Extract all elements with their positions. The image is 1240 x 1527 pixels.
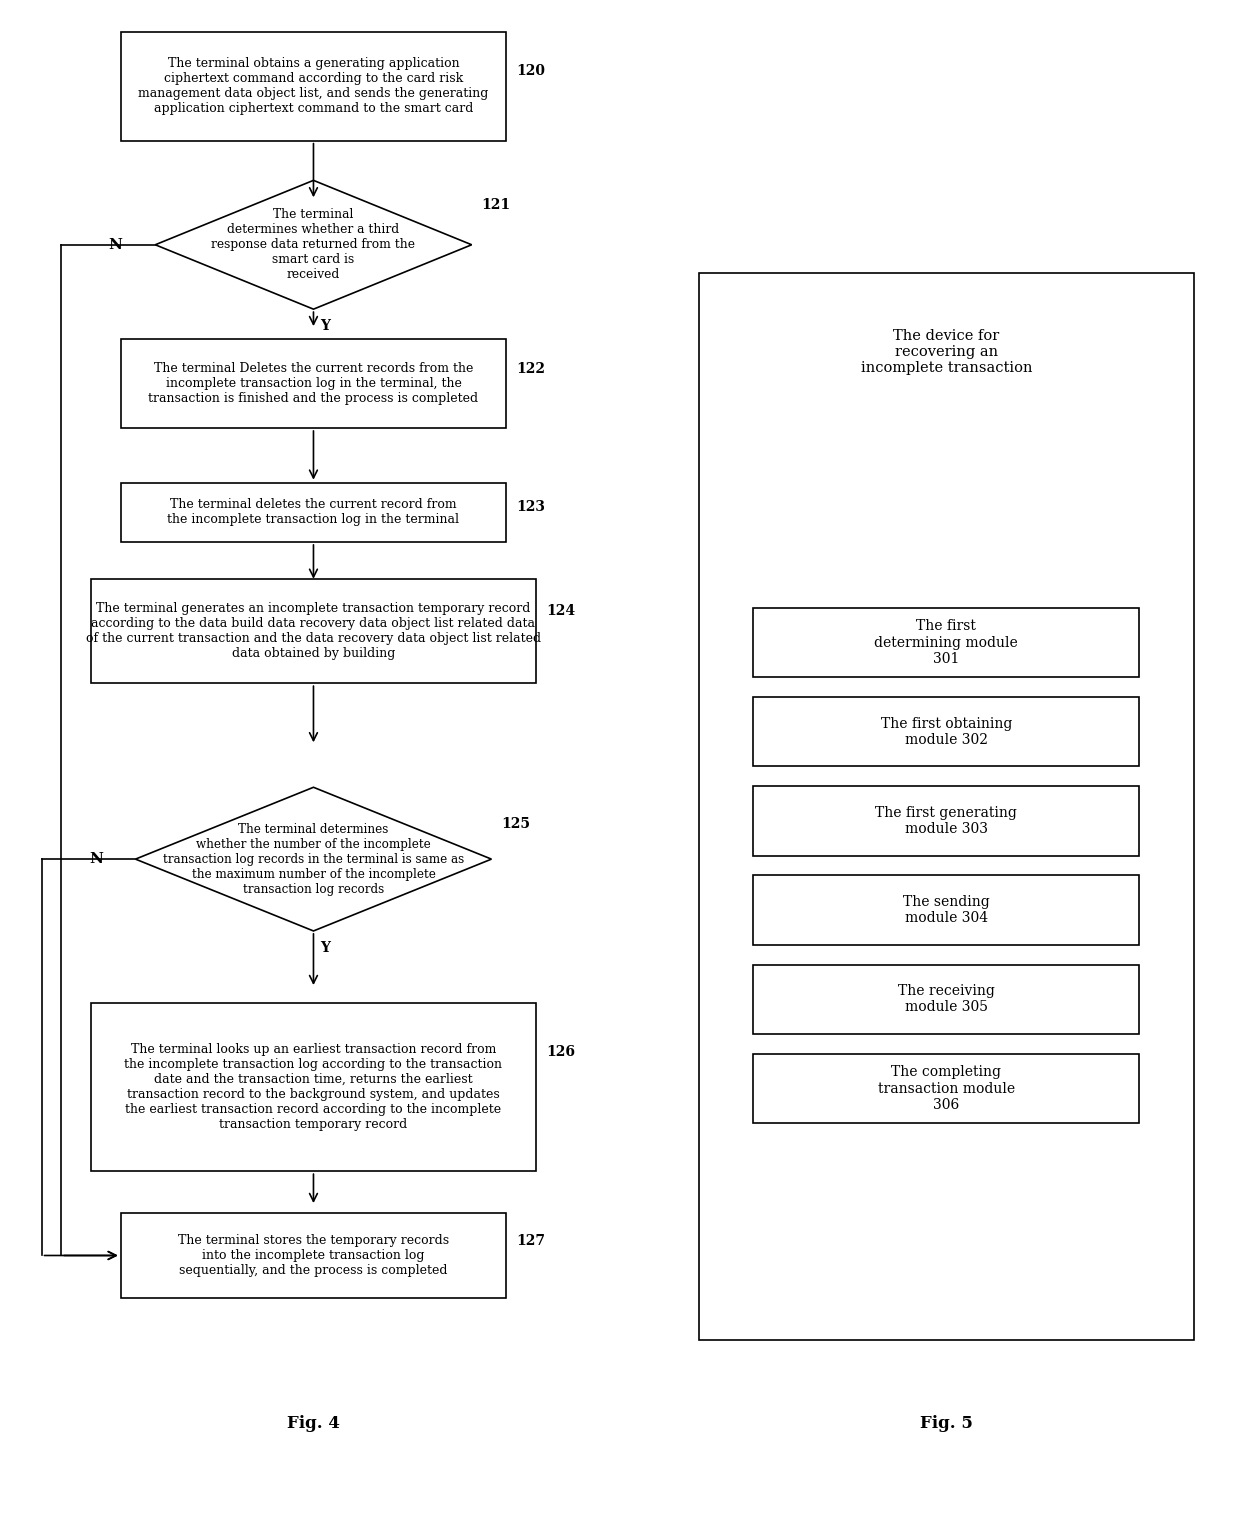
Bar xyxy=(120,32,506,140)
Polygon shape xyxy=(155,180,471,308)
Text: 125: 125 xyxy=(501,817,531,831)
Bar xyxy=(699,272,1194,1339)
Text: N: N xyxy=(89,852,103,866)
Bar xyxy=(754,875,1140,945)
Text: The completing
transaction module
306: The completing transaction module 306 xyxy=(878,1066,1014,1112)
Text: The terminal determines
whether the number of the incomplete
transaction log rec: The terminal determines whether the numb… xyxy=(162,823,464,896)
Text: 123: 123 xyxy=(516,501,546,515)
Text: The terminal
determines whether a third
response data returned from the
smart ca: The terminal determines whether a third … xyxy=(212,208,415,281)
Polygon shape xyxy=(135,788,491,931)
Text: Y: Y xyxy=(320,319,330,333)
Text: 121: 121 xyxy=(481,199,511,212)
Text: The terminal deletes the current record from
the incomplete transaction log in t: The terminal deletes the current record … xyxy=(167,498,460,527)
Bar xyxy=(91,1003,536,1171)
Text: 126: 126 xyxy=(546,1046,575,1060)
Bar xyxy=(754,608,1140,678)
Text: The first generating
module 303: The first generating module 303 xyxy=(875,806,1017,837)
Bar xyxy=(754,965,1140,1034)
Text: The terminal stores the temporary records
into the incomplete transaction log
se: The terminal stores the temporary record… xyxy=(177,1234,449,1277)
Bar xyxy=(120,339,506,428)
Text: The first obtaining
module 302: The first obtaining module 302 xyxy=(880,716,1012,747)
Text: 120: 120 xyxy=(516,64,546,78)
Text: Fig. 4: Fig. 4 xyxy=(286,1416,340,1432)
Text: 127: 127 xyxy=(516,1234,546,1248)
Text: 122: 122 xyxy=(516,362,546,376)
Text: The terminal Deletes the current records from the
incomplete transaction log in : The terminal Deletes the current records… xyxy=(149,362,479,405)
Text: The receiving
module 305: The receiving module 305 xyxy=(898,985,994,1014)
Text: N: N xyxy=(109,238,123,252)
Text: The sending
module 304: The sending module 304 xyxy=(903,895,990,925)
Bar xyxy=(91,579,536,683)
Text: The device for
recovering an
incomplete transaction: The device for recovering an incomplete … xyxy=(861,328,1032,376)
Text: The terminal obtains a generating application
ciphertext command according to th: The terminal obtains a generating applic… xyxy=(139,56,489,115)
Text: Fig. 5: Fig. 5 xyxy=(920,1416,972,1432)
Bar xyxy=(754,698,1140,767)
Bar xyxy=(120,483,506,542)
Text: The first
determining module
301: The first determining module 301 xyxy=(874,620,1018,666)
Bar xyxy=(754,786,1140,855)
Text: The terminal generates an incomplete transaction temporary record
according to t: The terminal generates an incomplete tra… xyxy=(86,602,541,660)
Bar xyxy=(120,1214,506,1298)
Text: The terminal looks up an earliest transaction record from
the incomplete transac: The terminal looks up an earliest transa… xyxy=(124,1043,502,1132)
Bar xyxy=(754,1054,1140,1124)
Text: 124: 124 xyxy=(546,605,575,618)
Text: Y: Y xyxy=(320,941,330,954)
